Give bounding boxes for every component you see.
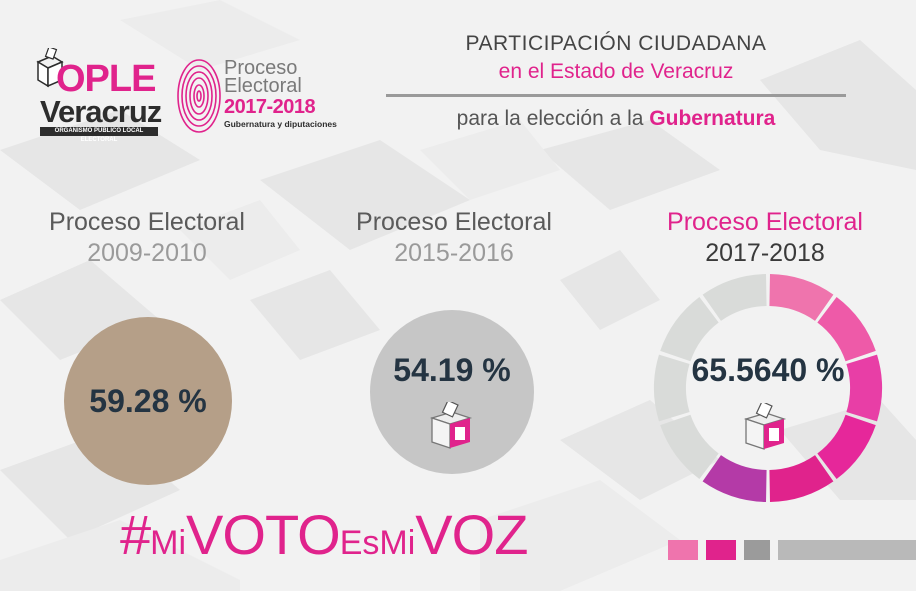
column-period: 2017-2018	[705, 239, 825, 267]
proceso-logo-line2: Electoral	[224, 75, 302, 97]
ople-subtitle: Veracruz	[40, 94, 162, 129]
donut-segment-filled	[817, 414, 876, 480]
donut-segment-filled	[846, 354, 882, 422]
title-divider	[386, 94, 846, 97]
ballot-box-icon	[743, 403, 787, 450]
title-line2: en el Estado de Veracruz	[498, 60, 734, 83]
column-2017-heading: Proceso Electoral 2017-2018	[635, 208, 895, 268]
fingerprint-icon	[177, 59, 221, 133]
donut-center: 65.5640 %	[652, 352, 884, 389]
hashtag-mi: Mi	[379, 524, 416, 562]
hashtag-voto: VOTO	[186, 503, 341, 566]
proceso-logo-line1: Proceso	[224, 57, 298, 79]
title-block: PARTICIPACIÓN CIUDADANA en el Estado de …	[386, 32, 846, 131]
column-2009-heading: Proceso Electoral 2009-2010	[17, 208, 277, 268]
participation-value: 65.5640 %	[691, 352, 845, 388]
ople-tagline: ORGANISMO PÚBLICO LOCAL ELECTORAL	[40, 127, 158, 143]
proceso-logo-subtitle: Gubernatura y diputaciones	[224, 119, 337, 129]
title-line1: PARTICIPACIÓN CIUDADANA	[465, 32, 767, 55]
hashtag-mivotoesmivoz: #MiVOTOEsMiVOZ	[120, 503, 528, 573]
participation-donut-2017	[654, 274, 882, 502]
participation-value: 54.19 %	[393, 352, 511, 388]
column-period: 2009-2010	[87, 239, 207, 267]
hashtag-es: Es	[339, 524, 380, 562]
column-period: 2015-2016	[394, 239, 514, 267]
ballot-box-icon	[36, 48, 64, 88]
ople-title: OPLE	[56, 58, 156, 100]
column-label: Proceso Electoral	[667, 208, 863, 236]
proceso-logo-years: 2017-2018	[224, 96, 316, 118]
hashtag-hash: #	[120, 503, 151, 566]
hashtag-voz: VOZ	[415, 503, 528, 566]
participation-value: 59.28 %	[89, 382, 207, 419]
column-label: Proceso Electoral	[49, 208, 245, 236]
donut-segment-filled	[817, 296, 876, 362]
ballot-box-icon	[429, 402, 473, 449]
color-bar-gray	[778, 540, 916, 560]
color-bar-pink-light	[668, 540, 698, 560]
column-2015-heading: Proceso Electoral 2015-2016	[324, 208, 584, 268]
donut-segment-empty	[654, 354, 690, 422]
donut-segment-filled	[702, 455, 767, 502]
color-bar-pink	[706, 540, 736, 560]
donut-segment-filled	[769, 455, 834, 502]
ople-logo: OPLE Veracruz ORGANISMO PÚBLICO LOCAL EL…	[34, 48, 164, 143]
column-label: Proceso Electoral	[356, 208, 552, 236]
color-bar-gray-dark	[744, 540, 770, 560]
hashtag-mi: Mi	[150, 524, 187, 562]
participation-circle-2009: 59.28 %	[64, 317, 232, 485]
title-line3: para la elección a la Gubernatura	[386, 107, 846, 131]
title-line3-prefix: para la elección a la	[456, 107, 644, 130]
donut-segment-empty	[660, 296, 719, 362]
donut-segment-filled	[769, 274, 834, 321]
proceso-electoral-logo: Proceso Electoral 2017-2018 Gubernatura …	[176, 56, 337, 136]
donut-segment-empty	[660, 414, 719, 480]
donut-segment-empty	[702, 274, 767, 321]
title-line3-highlight: Gubernatura	[649, 107, 776, 130]
